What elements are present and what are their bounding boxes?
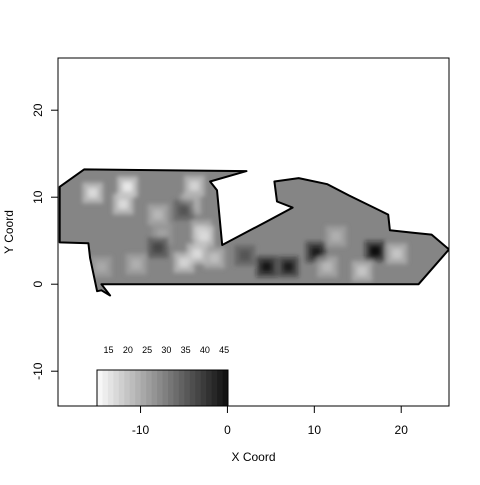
heatmap-cell — [239, 250, 251, 261]
x-tick-label: -10 — [132, 423, 150, 437]
heatmap-cell — [191, 248, 203, 259]
legend-swatch — [211, 370, 218, 406]
heatmap-cell — [87, 187, 98, 199]
legend-swatch — [206, 370, 213, 406]
x-axis: -10 0 10 20 — [132, 405, 409, 437]
heatmap-cell — [209, 252, 220, 264]
color-legend: 15 20 25 30 35 40 45 — [96, 345, 230, 406]
legend-swatch — [118, 370, 125, 406]
heatmap-cell — [157, 228, 168, 239]
legend-swatch — [195, 370, 202, 406]
heatmap-cell — [122, 181, 133, 192]
heatmap-cells — [82, 175, 408, 282]
x-tick-label: 0 — [224, 423, 231, 437]
legend-swatch — [178, 370, 185, 406]
legend-tick-label: 40 — [200, 345, 210, 355]
heatmap-cell — [189, 180, 200, 192]
legend-swatch — [184, 370, 191, 406]
legend-swatch — [107, 370, 114, 406]
legend-color-bar — [96, 369, 229, 406]
x-axis-label: X Coord — [231, 450, 275, 464]
legend-swatch — [140, 370, 147, 406]
heatmap-cell — [178, 205, 190, 216]
legend-tick-label: 15 — [104, 345, 114, 355]
legend-swatch — [102, 370, 109, 406]
heatmap-cell — [178, 257, 190, 268]
legend-swatch — [200, 370, 207, 406]
legend-swatch — [189, 370, 196, 406]
heatmap-cell — [198, 231, 210, 242]
heatmap-cell — [322, 261, 333, 273]
y-axis: -10 0 10 20 — [31, 103, 59, 380]
heatmap-cell — [117, 198, 129, 210]
legend-tick-label: 20 — [123, 345, 133, 355]
legend-labels: 15 20 25 30 35 40 45 — [104, 345, 230, 355]
legend-tick-label: 35 — [181, 345, 191, 355]
legend-swatch — [113, 370, 120, 406]
legend-swatch — [157, 370, 163, 406]
legend-swatch — [167, 370, 174, 406]
legend-swatch — [222, 370, 229, 406]
legend-swatch — [129, 370, 136, 406]
y-tick-label: 0 — [31, 281, 45, 288]
y-tick-label: 10 — [31, 190, 45, 204]
heatmap-cell — [283, 261, 294, 273]
x-tick-label: 10 — [308, 423, 322, 437]
x-tick-label: 20 — [395, 423, 409, 437]
legend-swatch — [162, 370, 169, 406]
legend-swatch — [124, 370, 131, 406]
heatmap-cell — [261, 261, 272, 273]
heatmap-cell — [310, 246, 322, 258]
y-tick-label: 20 — [31, 103, 45, 117]
legend-frame — [96, 369, 229, 406]
legend-swatch — [151, 370, 158, 406]
legend-swatch — [217, 370, 223, 406]
heatmap-cell — [152, 242, 164, 253]
region-boundary — [58, 168, 449, 297]
heatmap-cell — [356, 265, 368, 277]
heatmap-cell — [369, 245, 381, 257]
legend-swatch — [135, 370, 142, 406]
y-axis-label: Y Coord — [2, 210, 16, 254]
heatmap-cell — [330, 231, 342, 242]
heatmap-cell — [152, 209, 164, 220]
legend-swatch — [97, 370, 103, 406]
heatmap-cell — [96, 261, 107, 273]
legend-tick-label: 25 — [142, 345, 152, 355]
legend-tick-label: 30 — [161, 345, 171, 355]
heatmap-cell — [391, 248, 403, 259]
legend-tick-label: 45 — [219, 345, 229, 355]
legend-swatch — [173, 370, 180, 406]
heatmap-cell — [130, 258, 142, 270]
y-tick-label: -10 — [31, 362, 45, 380]
legend-swatch — [146, 370, 152, 406]
